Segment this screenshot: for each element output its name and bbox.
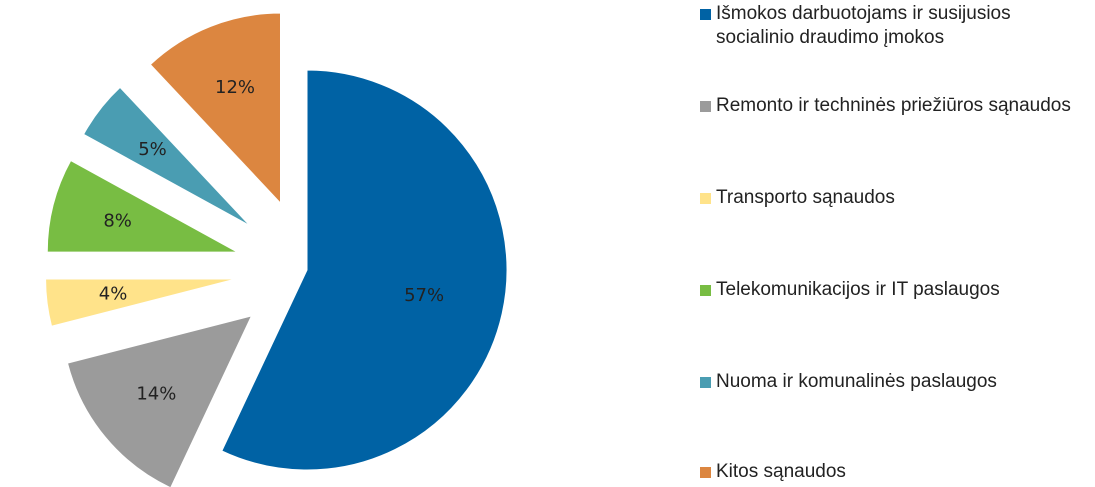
pie-slice bbox=[149, 12, 281, 205]
legend-swatch bbox=[700, 9, 711, 20]
pie-slice bbox=[45, 278, 236, 327]
legend-item: Transporto sąnaudos bbox=[700, 186, 1090, 210]
data-label: 12% bbox=[215, 77, 255, 98]
pie-slice bbox=[82, 86, 251, 227]
data-label: 5% bbox=[138, 139, 167, 160]
legend-swatch bbox=[700, 101, 711, 112]
pie-slice bbox=[46, 159, 238, 253]
legend-swatch bbox=[700, 285, 711, 296]
data-label: 14% bbox=[136, 384, 176, 405]
data-label: 4% bbox=[99, 284, 128, 305]
legend-swatch bbox=[700, 193, 711, 204]
legend-swatch bbox=[700, 377, 711, 388]
data-label: 8% bbox=[103, 210, 132, 231]
legend-item: Kitos sąnaudos bbox=[700, 460, 1090, 484]
legend-label: Remonto ir techninės priežiūros sąnaudos bbox=[716, 95, 1071, 116]
legend-label: Telekomunikacijos ir IT paslaugos bbox=[716, 279, 1000, 300]
legend-label: Kitos sąnaudos bbox=[716, 461, 846, 482]
legend-item: Remonto ir techninės priežiūros sąnaudos bbox=[700, 94, 1090, 118]
legend-item: Nuoma ir komunalinės paslaugos bbox=[700, 370, 1090, 394]
pie-slice bbox=[66, 315, 253, 487]
data-label: 57% bbox=[404, 285, 444, 306]
legend-label: Nuoma ir komunalinės paslaugos bbox=[716, 371, 997, 392]
legend-swatch bbox=[700, 467, 711, 478]
legend-label: Išmokos darbuotojams ir susijusios socia… bbox=[716, 3, 1011, 48]
legend-label: Transporto sąnaudos bbox=[716, 187, 895, 208]
legend-item: Išmokos darbuotojams ir susijusios socia… bbox=[700, 2, 1090, 50]
pie-slice bbox=[221, 69, 508, 471]
legend-item: Telekomunikacijos ir IT paslaugos bbox=[700, 278, 1090, 302]
pie-area: 57% 14% 4% 8% 5% 12% bbox=[45, 12, 508, 487]
